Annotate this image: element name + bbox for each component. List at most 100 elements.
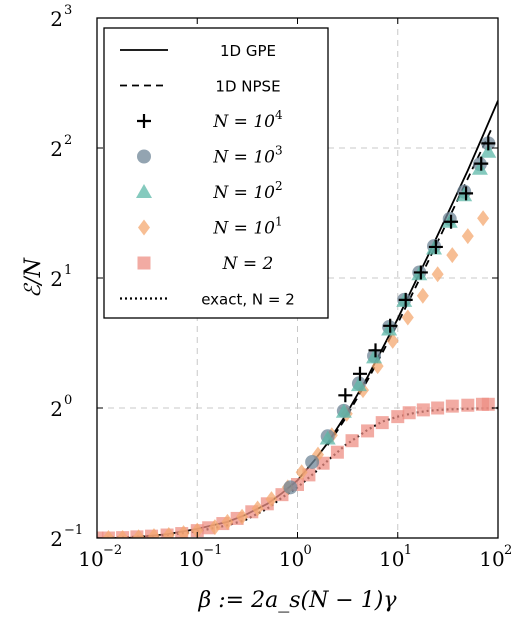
marker-square (416, 403, 430, 417)
axis-ticks: 10 −2 10 −1 10 0 10 1 10 22 −12 02 12 22 3 (50, 3, 512, 571)
legend-label: exact, N = 2 (201, 291, 295, 309)
x-tick-label: 10 (479, 547, 504, 571)
marker-circle (283, 480, 298, 495)
y-tick-exponent: 3 (64, 3, 72, 18)
legend-swatch (138, 219, 150, 236)
marker-plus (383, 318, 398, 333)
marker-diamond (401, 309, 414, 326)
legend-box (103, 27, 329, 319)
legend-label: N = 101 (212, 215, 282, 239)
marker-square (391, 410, 405, 424)
marker-plus (398, 292, 413, 307)
legend-label: N = 102 (212, 179, 282, 203)
marker-diamond (132, 529, 145, 538)
legend: 1D GPE 1D NPSE N = 104 N = 103 N = 102 N = 10… (103, 27, 329, 319)
marker-square (431, 401, 445, 415)
legend-label: 1D NPSE (215, 78, 280, 96)
y-tick-label: 2 (50, 267, 63, 291)
x-tick-exponent: 2 (504, 543, 512, 558)
x-tick-label: 10 (379, 547, 404, 571)
legend-entry-npse: 1D NPSE (120, 78, 281, 96)
x-tick-label: 10 (78, 547, 103, 571)
marker-square (361, 424, 375, 438)
legend-entry-n2: N = 102 (136, 179, 283, 203)
marker-triangle (480, 143, 497, 158)
legend-swatch (137, 256, 151, 270)
legend-label: 1D GPE (220, 42, 276, 60)
marker-square (461, 398, 475, 412)
marker-square (445, 399, 459, 413)
x-tick-exponent: 1 (404, 543, 412, 558)
marker-square (330, 445, 344, 459)
x-tick-exponent: −1 (203, 543, 222, 558)
legend-label: N = 104 (212, 108, 283, 132)
marker-diamond (461, 228, 474, 245)
y-tick-exponent: 2 (64, 133, 72, 148)
marker-diamond (251, 500, 264, 517)
marker-square (481, 397, 495, 411)
marker-plus (338, 388, 353, 403)
y-tick-exponent: 0 (64, 393, 72, 408)
marker-square (402, 406, 416, 420)
marker-diamond (116, 530, 129, 538)
marker-diamond (265, 491, 278, 508)
legend-entry-n2b: N = 2 (137, 254, 274, 274)
series-markers (97, 136, 497, 538)
y-tick-exponent: −1 (64, 523, 83, 538)
marker-triangle (335, 403, 352, 418)
y-axis-label: ℰ/N (21, 257, 46, 298)
marker-triangle (319, 430, 336, 445)
marker-diamond (446, 247, 459, 264)
marker-diamond (236, 508, 249, 525)
marker-plus (444, 214, 459, 229)
x-tick-exponent: 0 (304, 543, 312, 558)
marker-plus (368, 343, 383, 358)
legend-entry-exact: exact, N = 2 (120, 291, 295, 309)
marker-diamond (147, 528, 160, 538)
marker-diamond (162, 527, 175, 538)
x-tick-exponent: −2 (103, 543, 122, 558)
y-tick-label: 2 (50, 527, 63, 551)
marker-diamond (102, 530, 115, 538)
marker-plus (459, 186, 474, 201)
legend-label: N = 2 (222, 254, 274, 274)
y-tick-label: 2 (50, 137, 63, 161)
marker-plus (352, 366, 367, 381)
marker-diamond (431, 266, 444, 283)
marker-square (375, 416, 389, 430)
marker-triangle (471, 160, 488, 175)
x-tick-label: 10 (179, 547, 204, 571)
x-tick-label: 10 (279, 547, 304, 571)
marker-diamond (386, 332, 399, 349)
curve-dashed (326, 129, 492, 446)
y-tick-label: 2 (50, 7, 63, 31)
legend-entry-n1: N = 101 (138, 215, 283, 239)
legend-label: N = 103 (212, 144, 282, 168)
marker-triangle (366, 349, 383, 364)
marker-triangle (350, 377, 367, 392)
legend-entry-n4: N = 104 (137, 108, 283, 132)
marker-diamond (208, 519, 221, 536)
marker-diamond (416, 287, 429, 304)
legend-swatch (137, 114, 151, 128)
y-tick-exponent: 1 (64, 263, 72, 278)
marker-diamond (177, 525, 190, 538)
marker-square (345, 434, 359, 448)
legend-swatch (137, 149, 151, 164)
marker-diamond (477, 210, 490, 227)
marker-plus (481, 136, 496, 151)
y-tick-label: 2 (50, 397, 63, 421)
x-axis-label: β := 2a_s(N − 1)γ (198, 588, 398, 613)
legend-swatch (136, 184, 152, 198)
marker-diamond (221, 513, 234, 530)
marker-diamond (191, 522, 204, 538)
marker-plus (413, 265, 428, 280)
marker-plus (474, 156, 489, 171)
marker-square (97, 531, 104, 538)
marker-plus (428, 239, 443, 254)
marker-circle (305, 454, 320, 469)
marker-diamond (295, 464, 308, 481)
legend-entry-n3: N = 103 (137, 144, 283, 168)
